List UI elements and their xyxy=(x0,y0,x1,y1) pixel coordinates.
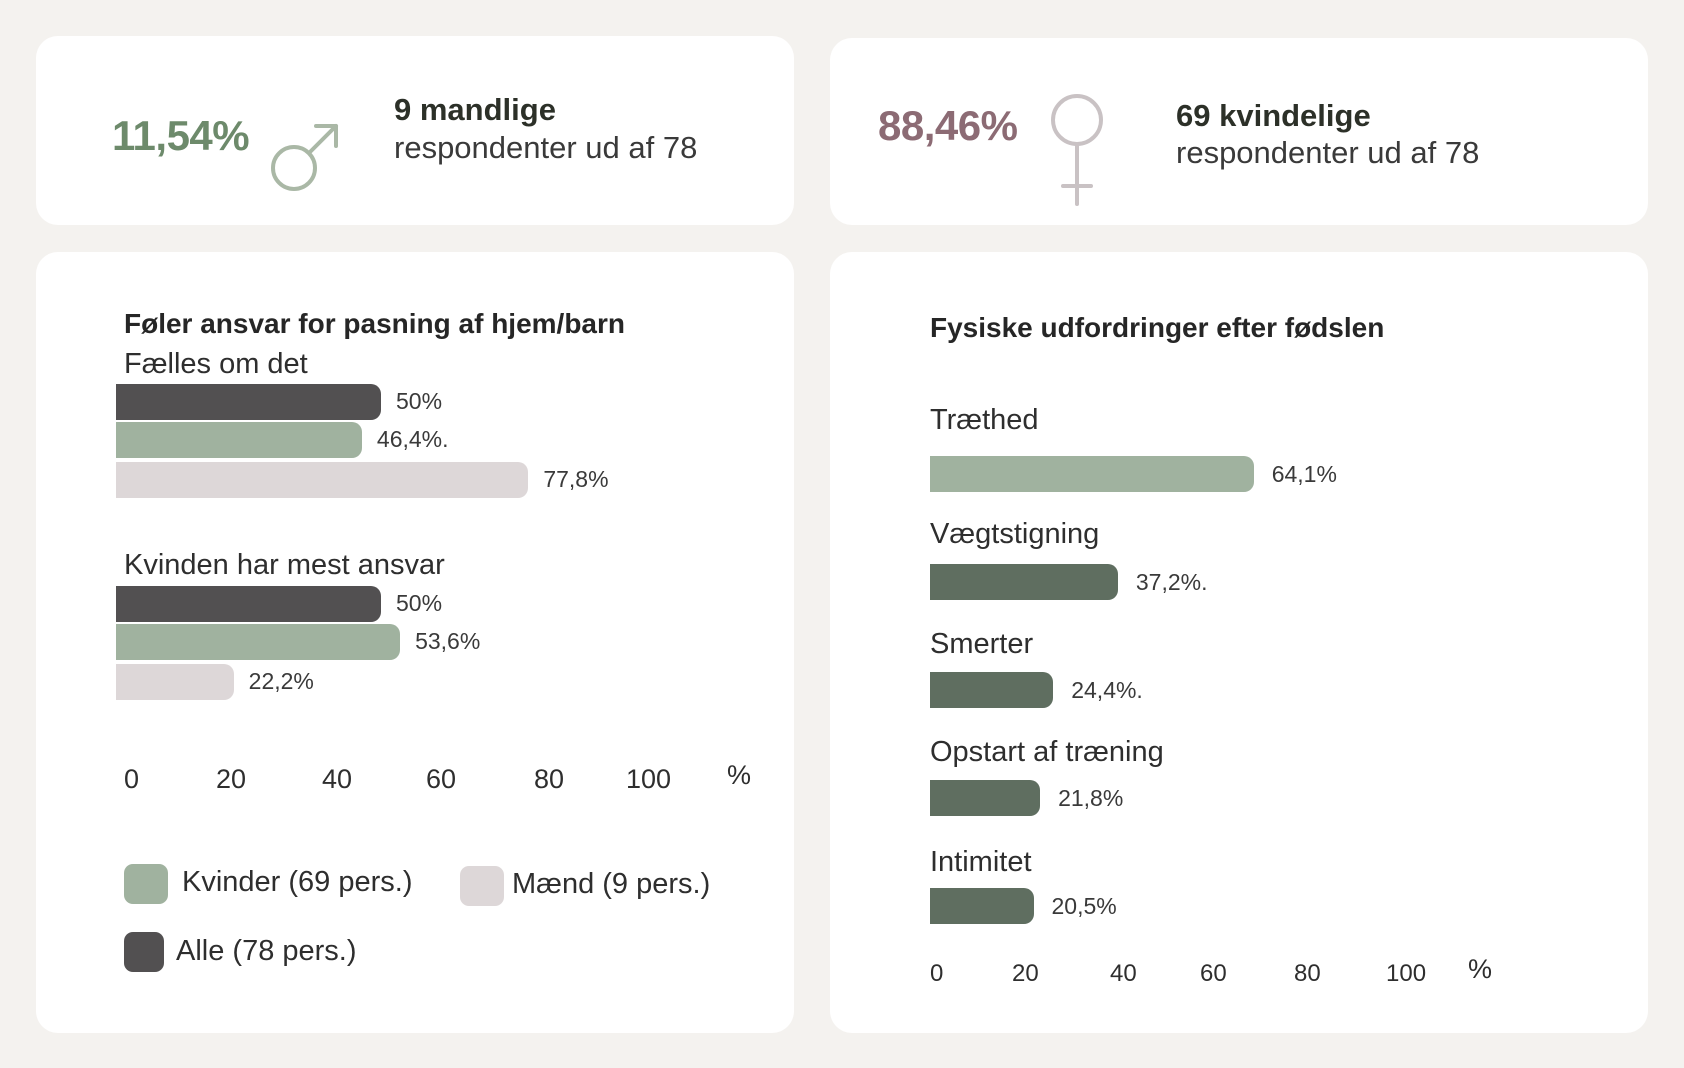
bar xyxy=(116,624,401,660)
legend-label-kvinder: Kvinder (69 pers.) xyxy=(182,866,413,898)
female-stat-card: 88,46% 69 kvindelige respondenter ud af … xyxy=(830,38,1648,225)
bar xyxy=(116,664,234,700)
bar xyxy=(930,564,1118,600)
x-tick-label: 0 xyxy=(124,764,140,794)
data-label: 53,6% xyxy=(415,628,481,654)
x-axis-unit: % xyxy=(727,760,752,790)
data-label: 20,5% xyxy=(1051,893,1117,919)
x-tick-label: 20 xyxy=(216,764,247,794)
physical-challenges-chart-card: Fysiske udfordringer efter fødslen Træth… xyxy=(830,252,1648,1033)
x-tick-label: 80 xyxy=(534,764,565,794)
category-label: Smerter xyxy=(930,628,1034,660)
category-label: Opstart af træning xyxy=(930,736,1164,768)
data-label: 24,4%. xyxy=(1071,677,1143,703)
legend-swatch-maend xyxy=(460,866,504,906)
male-symbol-icon xyxy=(271,124,338,191)
chart-title: Føler ansvar for pasning af hjem/barn xyxy=(124,308,626,339)
bar xyxy=(116,462,529,498)
x-tick-label: 40 xyxy=(1110,960,1137,987)
x-tick-label: 20 xyxy=(1012,960,1039,987)
bar xyxy=(930,672,1054,708)
male-count-label: 9 mandlige xyxy=(394,92,556,127)
female-count-label: 69 kvindelige xyxy=(1176,98,1371,133)
bar xyxy=(930,456,1254,492)
category-label: Vægtstigning xyxy=(930,518,1100,550)
legend-label-alle: Alle (78 pers.) xyxy=(176,935,357,967)
male-sub-label: respondenter ud af 78 xyxy=(394,130,698,165)
bar xyxy=(116,422,362,458)
female-symbol-icon xyxy=(1051,94,1103,206)
data-label: 50% xyxy=(396,388,443,414)
female-percent: 88,46% xyxy=(878,102,1018,149)
x-axis-unit: % xyxy=(1468,954,1493,984)
data-label: 21,8% xyxy=(1058,785,1124,811)
legend-swatch-kvinder xyxy=(124,864,168,904)
x-tick-label: 100 xyxy=(1386,960,1427,987)
data-label: 64,1% xyxy=(1271,461,1337,487)
data-label: 22,2% xyxy=(248,668,314,694)
chart-title: Fysiske udfordringer efter fødslen xyxy=(930,312,1385,343)
male-percent: 11,54% xyxy=(112,112,250,159)
data-label: 46,4%. xyxy=(376,426,449,452)
category-label: Fælles om det xyxy=(124,348,308,380)
legend-label-maend: Mænd (9 pers.) xyxy=(512,868,711,900)
data-label: 77,8% xyxy=(543,466,609,492)
x-tick-label: 60 xyxy=(1200,960,1227,987)
bar xyxy=(116,586,381,622)
male-stat-card: 11,54% 9 mandlige respondenter ud af 78 xyxy=(36,36,794,225)
data-label: 37,2%. xyxy=(1135,569,1208,595)
female-sub-label: respondenter ud af 78 xyxy=(1176,135,1480,170)
category-label: Intimitet xyxy=(930,846,1032,878)
x-tick-label: 40 xyxy=(322,764,353,794)
bar xyxy=(930,780,1041,816)
x-tick-label: 80 xyxy=(1294,960,1321,987)
x-tick-label: 100 xyxy=(626,764,672,794)
x-tick-label: 60 xyxy=(426,764,457,794)
data-label: 50% xyxy=(396,590,443,616)
category-label: Træthed xyxy=(930,404,1039,436)
bar xyxy=(930,888,1034,924)
x-tick-label: 0 xyxy=(930,960,944,987)
bar xyxy=(116,384,381,420)
category-label: Kvinden har mest ansvar xyxy=(124,549,445,581)
responsibility-chart-card: Føler ansvar for pasning af hjem/barn Fæ… xyxy=(36,252,794,1033)
legend-swatch-alle xyxy=(124,932,164,972)
